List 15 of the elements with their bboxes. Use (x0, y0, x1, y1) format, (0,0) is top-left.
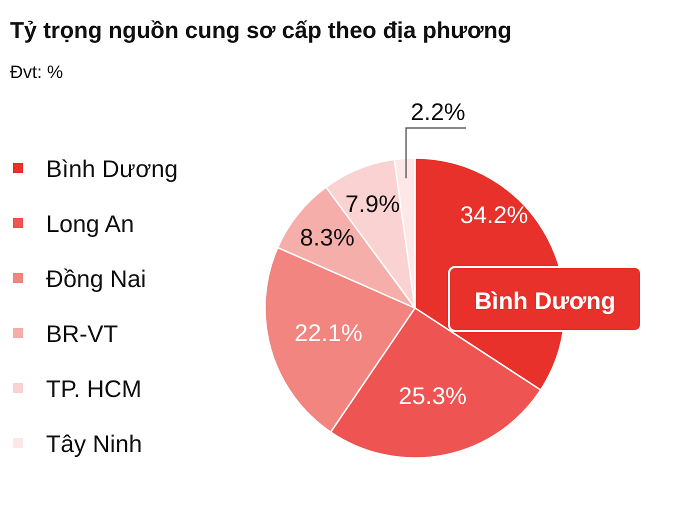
data-label: 25.3% (398, 383, 467, 410)
data-label: 8.3% (300, 224, 355, 252)
legend-label: Long An (46, 211, 134, 238)
chart-subtitle: Đvt: % (10, 62, 64, 82)
legend-label: Tây Ninh (46, 431, 142, 458)
legend-label: TP. HCM (46, 376, 142, 403)
data-label: 22.1% (294, 320, 363, 347)
data-label: 2.2% (410, 99, 466, 126)
legend-label: Bình Dương (46, 156, 178, 183)
text: Bình Dương (474, 288, 616, 315)
legend-label: Đồng Nai (46, 266, 146, 293)
data-label: 34.2% (460, 202, 528, 230)
chart-title: Tỷ trọng nguồn cung sơ cấp theo địa phương (10, 17, 512, 43)
legend-label: BR-VT (46, 321, 118, 348)
data-label: 7.9% (345, 190, 400, 218)
